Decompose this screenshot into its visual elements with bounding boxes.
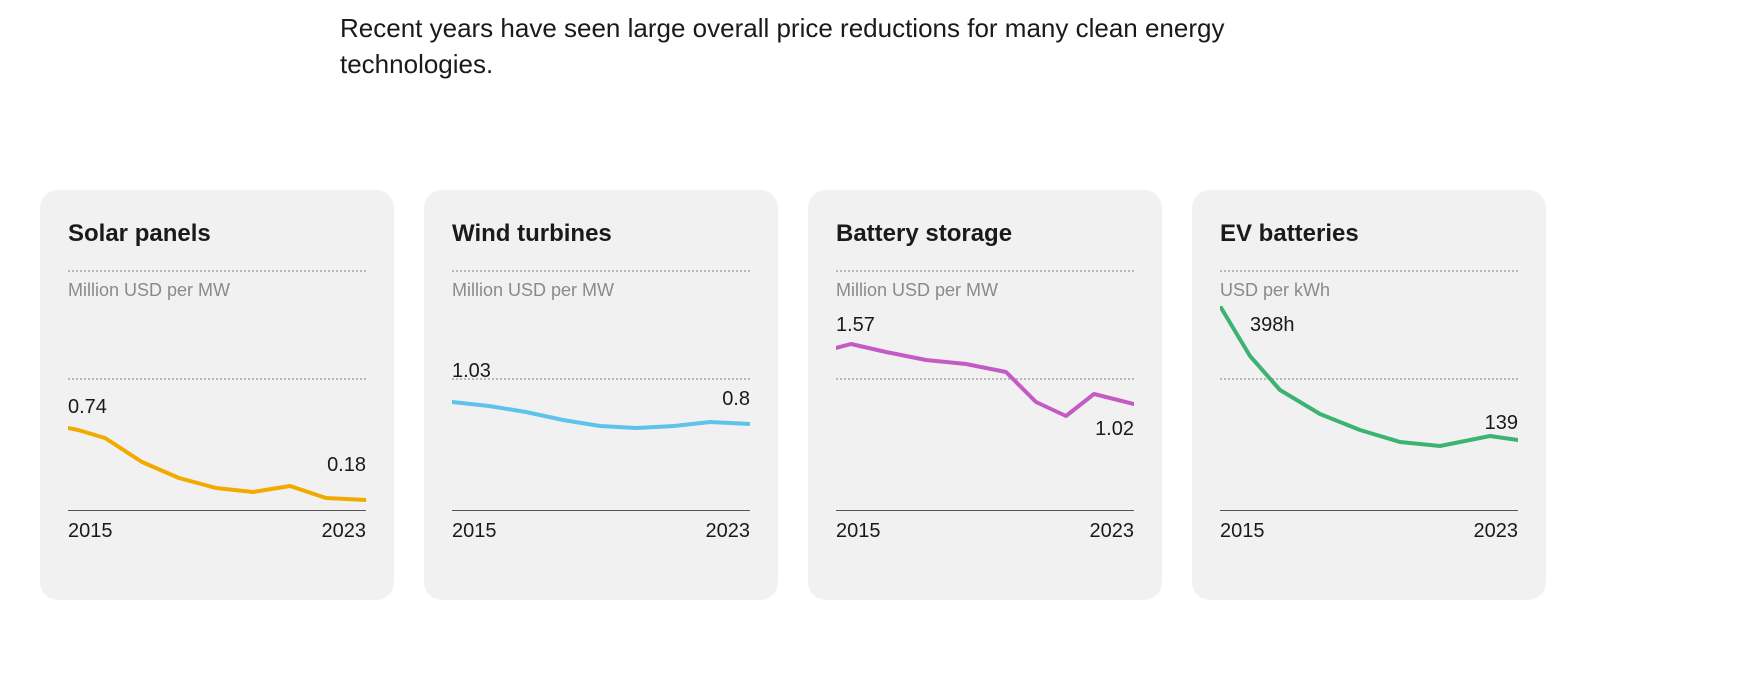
card-title: EV batteries: [1220, 220, 1518, 248]
unit-label: Million USD per MW: [836, 280, 998, 301]
gridline: [452, 378, 750, 380]
start-value: 0.74: [68, 396, 107, 419]
baseline: [836, 510, 1134, 511]
sparkline: [1220, 306, 1518, 466]
cards-row: Solar panelsMillion USD per MW0.740.1820…: [40, 190, 1546, 600]
card-solar: Solar panelsMillion USD per MW0.740.1820…: [40, 190, 394, 600]
gridline: [68, 378, 366, 380]
card-ev: EV batteries USD per kWh398h13920152023: [1192, 190, 1546, 600]
card-title: Solar panels: [68, 220, 366, 248]
gridline: [836, 270, 1134, 272]
card-title: Wind turbines: [452, 220, 750, 248]
x-start: 2015: [836, 520, 881, 543]
chart-area: Million USD per MW1.571.0220152023: [836, 270, 1134, 530]
sparkline: [68, 420, 366, 510]
x-axis: 2015 2023: [452, 520, 750, 543]
sparkline: [836, 342, 1134, 432]
unit-label: Million USD per MW: [68, 280, 230, 301]
start-value: 1.03: [452, 360, 491, 383]
x-axis: 2015 2023: [68, 520, 366, 543]
x-start: 2015: [68, 520, 113, 543]
x-start: 2015: [452, 520, 497, 543]
card-wind: Wind turbinesMillion USD per MW1.030.820…: [424, 190, 778, 600]
chart-area: Million USD per MW0.740.1820152023: [68, 270, 366, 530]
gridline: [68, 270, 366, 272]
card-battery: Battery storageMillion USD per MW1.571.0…: [808, 190, 1162, 600]
x-axis: 2015 2023: [1220, 520, 1518, 543]
baseline: [452, 510, 750, 511]
chart-area: USD per kWh398h13920152023: [1220, 270, 1518, 530]
sparkline: [452, 390, 750, 460]
x-end: 2023: [1090, 520, 1135, 543]
x-start: 2015: [1220, 520, 1265, 543]
chart-area: Million USD per MW1.030.820152023: [452, 270, 750, 530]
baseline: [1220, 510, 1518, 511]
gridline: [1220, 270, 1518, 272]
intro-text: Recent years have seen large overall pri…: [340, 10, 1240, 83]
x-end: 2023: [1474, 520, 1519, 543]
card-title: Battery storage: [836, 220, 1134, 248]
start-value: 1.57: [836, 314, 875, 337]
baseline: [68, 510, 366, 511]
unit-label: USD per kWh: [1220, 280, 1330, 301]
gridline: [452, 270, 750, 272]
x-end: 2023: [706, 520, 751, 543]
x-end: 2023: [322, 520, 367, 543]
x-axis: 2015 2023: [836, 520, 1134, 543]
unit-label: Million USD per MW: [452, 280, 614, 301]
